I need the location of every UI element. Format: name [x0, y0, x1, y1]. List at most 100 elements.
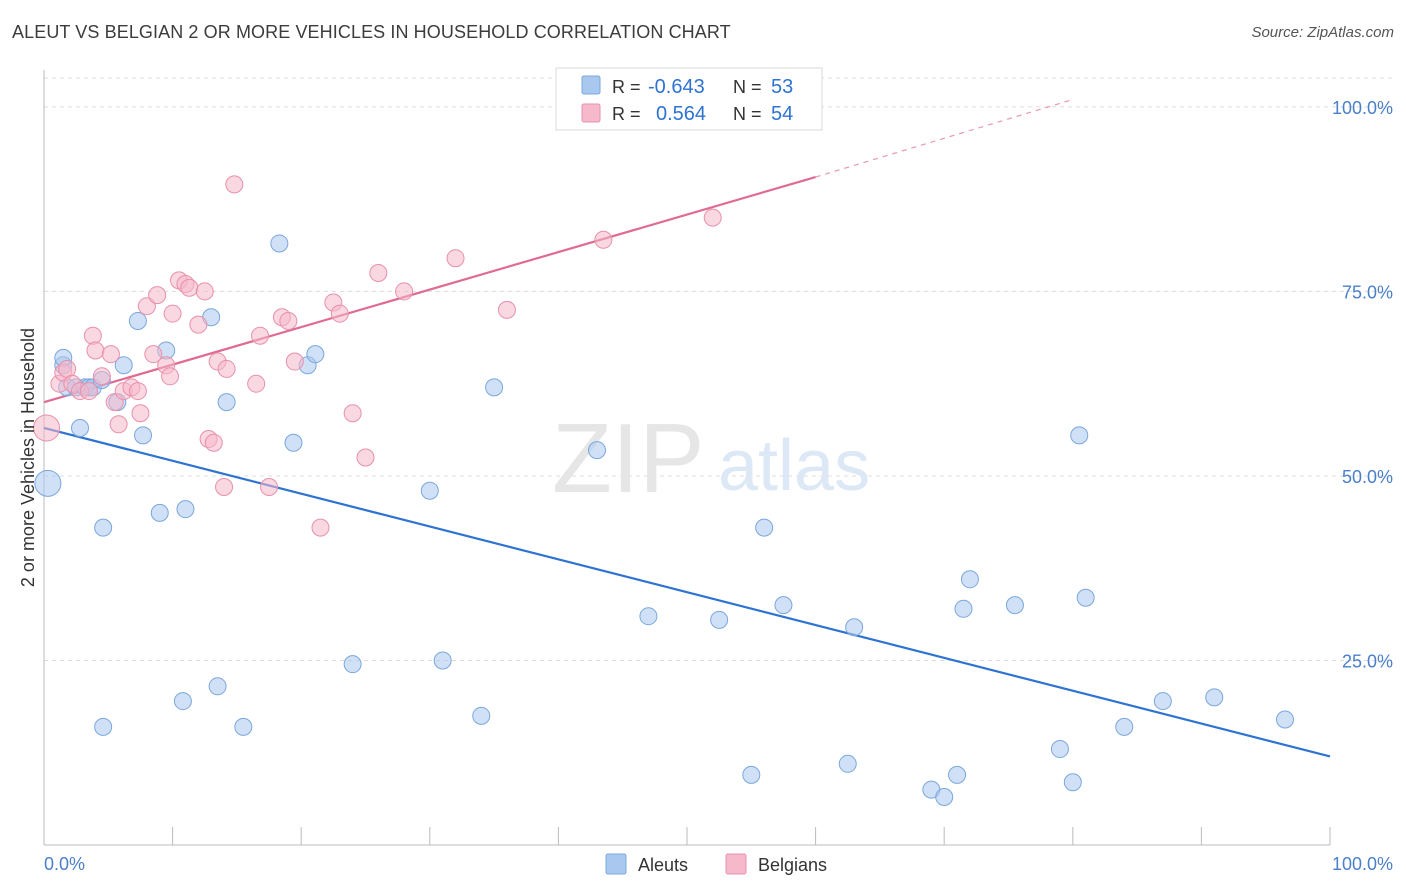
- belgian-trend-extension: [815, 98, 1073, 178]
- aleut-point: [1070, 426, 1089, 445]
- axis-labels: 25.0% 50.0% 75.0% 100.0% 0.0% 100.0% 2 or more…: [18, 98, 1393, 874]
- belgian-point: [703, 208, 722, 227]
- belgian-point: [260, 478, 279, 497]
- belgian-point: [251, 326, 270, 345]
- aleut-point: [94, 518, 113, 537]
- aleut-point: [838, 754, 857, 773]
- aleut-point: [935, 788, 954, 807]
- belgian-point: [163, 304, 182, 323]
- belgian-point: [128, 382, 147, 401]
- belgian-point: [225, 175, 244, 194]
- aleut-point: [948, 765, 967, 784]
- stats-swatch-aleuts: [581, 75, 601, 95]
- aleut-point: [134, 426, 153, 445]
- y-tick-label: 25.0%: [1342, 651, 1393, 671]
- belgian-point: [92, 367, 111, 386]
- y-tick-label: 100.0%: [1332, 98, 1393, 118]
- belgian-point: [144, 345, 163, 364]
- aleut-point: [173, 692, 192, 711]
- x-tick-label: 0.0%: [44, 854, 85, 874]
- aleut-point: [176, 500, 195, 519]
- aleut-point: [208, 677, 227, 696]
- belgian-point: [86, 341, 105, 360]
- chart-title: ALEUT VS BELGIAN 2 OR MORE VEHICLES IN H…: [12, 22, 731, 42]
- belgian-point: [109, 415, 128, 434]
- aleut-point: [306, 345, 325, 364]
- watermark-atlas: atlas: [718, 426, 870, 506]
- aleut-point: [1205, 688, 1224, 707]
- y-tick-label: 75.0%: [1342, 282, 1393, 302]
- aleut-point: [960, 570, 979, 589]
- aleut-point: [34, 469, 62, 497]
- belgian-point: [204, 433, 223, 452]
- aleut-point: [710, 610, 729, 629]
- stats-legend: R = -0.643 N = 53 R = 0.564 N = 54: [555, 67, 823, 131]
- aleut-point: [1275, 710, 1294, 729]
- aleut-point: [284, 433, 303, 452]
- y-tick-label: 50.0%: [1342, 467, 1393, 487]
- belgian-point: [497, 300, 516, 319]
- aleut-point: [1153, 692, 1172, 711]
- aleut-point: [270, 234, 289, 253]
- aleut-point: [774, 596, 793, 615]
- stats-r-label-belgians: R =: [612, 104, 641, 124]
- aleut-point: [485, 378, 504, 397]
- belgian-point: [330, 304, 349, 323]
- belgian-point: [279, 311, 298, 330]
- aleut-point: [433, 651, 452, 670]
- legend-swatch-aleuts: [605, 853, 627, 875]
- legend-label-belgians: Belgians: [758, 855, 827, 875]
- belgian-point: [343, 404, 362, 423]
- belgian-point: [180, 278, 199, 297]
- aleut-point: [94, 717, 113, 736]
- belgian-point: [247, 374, 266, 393]
- belgian-point: [356, 448, 375, 467]
- belgian-point: [148, 286, 167, 305]
- data-points: [33, 97, 1294, 807]
- watermark: ZIP atlas: [552, 403, 870, 513]
- aleut-point: [128, 311, 147, 330]
- legend-swatch-belgians: [725, 853, 747, 875]
- aleut-point: [1115, 717, 1134, 736]
- aleut-point: [1050, 740, 1069, 759]
- aleut-point: [1005, 596, 1024, 615]
- stats-n-label-belgians: N =: [733, 104, 762, 124]
- aleut-point: [587, 441, 606, 460]
- aleut-point: [343, 655, 362, 674]
- belgian-point: [80, 382, 99, 401]
- aleut-point: [71, 418, 90, 437]
- belgian-point: [189, 315, 208, 334]
- aleut-point: [742, 765, 761, 784]
- belgian-point: [83, 326, 102, 345]
- belgian-point: [285, 352, 304, 371]
- aleut-point: [150, 503, 169, 522]
- aleut-point: [1076, 588, 1095, 607]
- aleut-point: [954, 599, 973, 618]
- aleut-trend-line: [43, 426, 1331, 758]
- belgian-point: [101, 345, 120, 364]
- belgian-point: [217, 359, 236, 378]
- gridlines: [44, 77, 1395, 661]
- belgian-point: [446, 249, 465, 268]
- belgian-point: [215, 478, 234, 497]
- belgian-point: [311, 518, 330, 537]
- stats-n-value-belgians: 54: [771, 103, 793, 125]
- belgian-point: [131, 404, 150, 423]
- series-legend: Aleuts Belgians: [605, 853, 827, 875]
- aleut-point: [1063, 773, 1082, 792]
- watermark-zip: ZIP: [552, 403, 704, 513]
- belgian-point: [161, 367, 180, 386]
- y-axis-title: 2 or more Vehicles in Household: [18, 328, 38, 587]
- aleut-point: [845, 618, 864, 637]
- belgian-point: [594, 230, 613, 249]
- stats-n-value-aleuts: 53: [771, 76, 793, 98]
- source-note: Source: ZipAtlas.com: [1251, 24, 1394, 41]
- belgian-point: [369, 263, 388, 282]
- aleut-point: [114, 356, 133, 375]
- aleut-point: [420, 481, 439, 500]
- belgian-point: [395, 282, 414, 301]
- stats-r-value-aleuts: -0.643: [648, 76, 705, 98]
- x-tick-label: 100.0%: [1332, 854, 1393, 874]
- belgian-point: [195, 282, 214, 301]
